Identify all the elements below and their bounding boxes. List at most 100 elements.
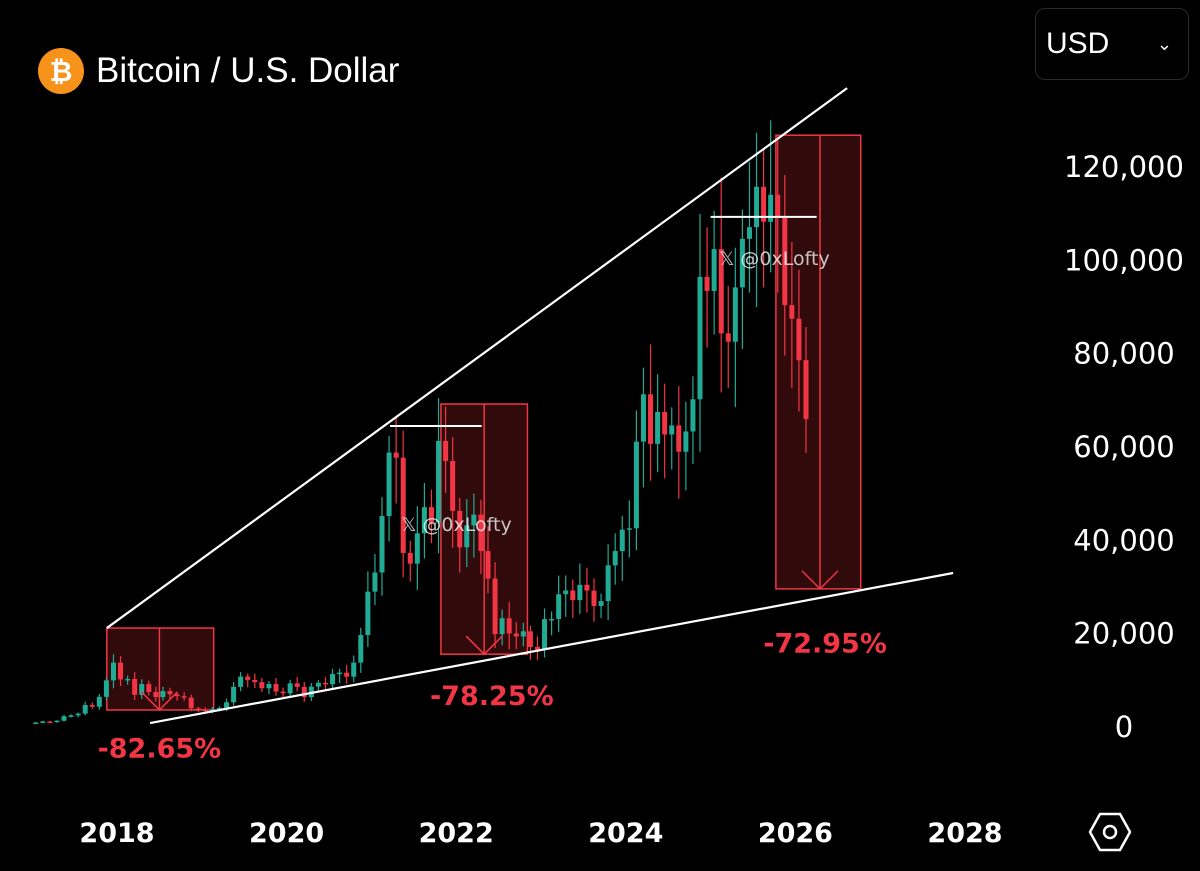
candle-body: [655, 412, 661, 444]
candle-body: [775, 194, 781, 216]
candle-body: [464, 525, 470, 548]
candle-body: [68, 715, 74, 717]
candle-body: [485, 551, 491, 579]
y-tick-label: 60,000: [1073, 430, 1174, 464]
candle-body: [478, 514, 484, 552]
drawdown-box: [775, 134, 862, 590]
candle-body: [782, 215, 788, 306]
candle-body: [761, 186, 767, 222]
candle-body: [570, 590, 576, 601]
candle-body: [153, 691, 159, 698]
candle-body: [527, 631, 533, 647]
candle-body: [754, 186, 760, 228]
candle-body: [238, 676, 244, 687]
candle-body: [103, 680, 109, 697]
candle-body: [739, 238, 745, 288]
candle-body: [725, 333, 731, 342]
candle-body: [259, 682, 265, 689]
y-tick-label: 120,000: [1064, 150, 1184, 184]
candle-body: [697, 276, 703, 400]
candle-body: [598, 601, 604, 606]
x-tick-label: 2022: [419, 818, 494, 849]
candle-body: [273, 684, 279, 692]
candle-body: [492, 578, 498, 635]
candle-body: [789, 305, 795, 319]
candle-body: [315, 682, 321, 687]
candle-body: [633, 441, 639, 529]
candle-body: [513, 633, 519, 637]
x-tick-label: 2026: [758, 818, 833, 849]
candle-body: [605, 565, 611, 602]
candle-body: [358, 635, 364, 663]
hexagon-settings-icon[interactable]: [1088, 812, 1132, 852]
candle-body: [216, 707, 222, 710]
candle-body: [393, 452, 399, 458]
arrow-head-icon: [465, 635, 503, 656]
candle-body: [202, 709, 208, 712]
candle-body: [125, 678, 131, 681]
candle-body: [266, 684, 272, 689]
watermark: 𝕏 @0xLofty: [401, 514, 512, 536]
candle-body: [301, 686, 307, 698]
candle-body: [704, 276, 710, 291]
candle-body: [683, 431, 689, 452]
candle-body: [322, 682, 328, 685]
candle-body: [676, 425, 682, 452]
candle-body: [160, 691, 166, 698]
candle-body: [457, 510, 463, 548]
candle-body: [174, 694, 180, 697]
candle-body: [648, 394, 654, 444]
candle-body: [280, 691, 286, 694]
candle-body: [372, 572, 378, 592]
candle-body: [443, 440, 449, 461]
y-tick-label: 80,000: [1073, 337, 1174, 371]
candle-body: [337, 672, 343, 675]
candle-body: [245, 676, 251, 680]
currency-dropdown[interactable]: USD ⌄: [1035, 8, 1189, 80]
candle-body: [224, 702, 230, 708]
x-tick-label: 2028: [927, 818, 1002, 849]
candle-body: [40, 721, 46, 723]
candle-body: [195, 708, 201, 710]
candle-body: [732, 287, 738, 342]
candle-body: [436, 440, 442, 523]
candle-body: [181, 696, 187, 698]
candle-body: [563, 590, 569, 595]
candle-body: [146, 684, 152, 692]
candle-body: [82, 705, 88, 714]
candle-body: [499, 618, 505, 635]
y-tick-label: 40,000: [1073, 523, 1174, 557]
candle-body: [711, 249, 717, 291]
candle-body: [619, 529, 625, 552]
candle-body: [47, 721, 53, 723]
candle-body: [33, 722, 39, 724]
candle-body: [591, 590, 597, 606]
candle-body: [450, 460, 456, 511]
candle-body: [96, 696, 102, 707]
drawdown-label: -78.25%: [430, 681, 554, 712]
candle-body: [252, 679, 258, 683]
arrow-head-icon: [140, 691, 178, 712]
candle-body: [768, 194, 774, 222]
candle-body: [54, 720, 60, 723]
watermark: 𝕏 @0xLofty: [719, 248, 830, 270]
candle-body: [75, 713, 81, 716]
y-tick-label: 20,000: [1073, 617, 1174, 651]
candle-body: [534, 646, 540, 650]
hexagon-outline: [1088, 812, 1132, 852]
candle-body: [640, 394, 646, 442]
candle-body: [626, 528, 632, 530]
candle-body: [407, 552, 413, 564]
x-tick-label: 2020: [249, 818, 324, 849]
chevron-down-icon: ⌄: [1156, 33, 1172, 55]
drawdown-box: [106, 627, 215, 711]
candle-body: [209, 709, 215, 711]
candle-body: [118, 662, 124, 680]
arrow-head-icon: [801, 570, 839, 590]
candle-body: [428, 507, 434, 523]
chart-title: ₿ Bitcoin / U.S. Dollar: [38, 48, 399, 94]
candle-body: [400, 457, 406, 553]
candle-body: [549, 618, 555, 621]
candle-body: [556, 594, 562, 619]
